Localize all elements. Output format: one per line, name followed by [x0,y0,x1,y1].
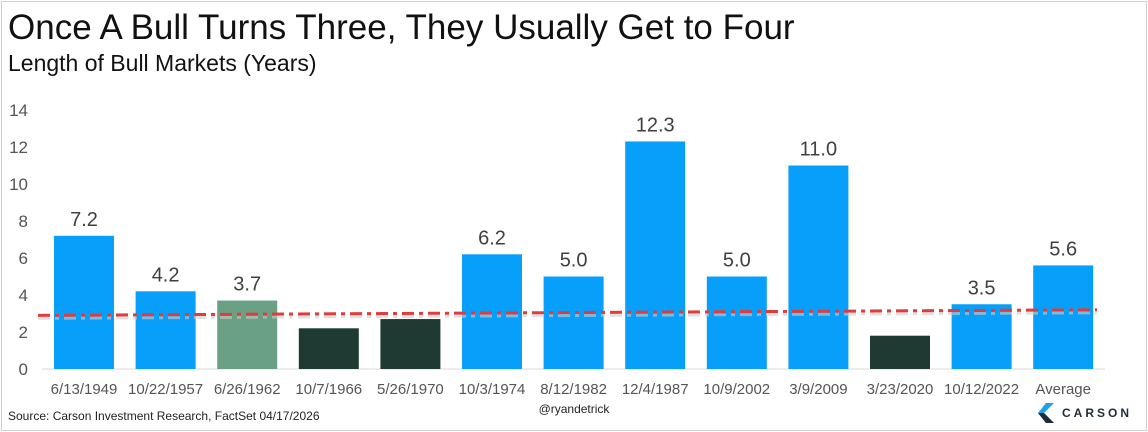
data-label: 6.2 [478,227,506,249]
x-tick-label: 10/22/1957 [128,381,203,398]
author-handle: @ryandetrick [538,402,610,416]
y-tick-label: 2 [19,323,28,342]
x-tick-label: 10/7/1966 [295,381,362,398]
chart-title: Once A Bull Turns Three, They Usually Ge… [8,8,795,47]
bar [380,319,441,369]
y-tick-label: 10 [9,175,28,194]
data-label: 11.0 [800,139,837,161]
data-label: 12.3 [636,114,675,136]
y-tick-label: 12 [9,138,28,157]
bar [543,276,604,369]
carson-logo-icon [1038,403,1054,423]
reference-line-shadow [37,311,1098,320]
bar [706,276,767,369]
bar [217,300,278,369]
data-label: 5.0 [560,250,588,272]
x-tick-label: 5/26/1970 [377,381,444,398]
logo-text: CARSON [1062,406,1133,420]
x-tick-label: Average [1035,381,1091,398]
chart-subtitle: Length of Bull Markets (Years) [8,50,317,76]
bar [298,328,359,369]
carson-logo: CARSON [1038,403,1132,423]
x-tick-label: 3/23/2020 [867,381,934,398]
x-tick-label: 12/4/1987 [622,381,689,398]
bar [788,165,849,369]
bar [135,291,196,369]
x-tick-label: 10/9/2002 [703,381,770,398]
y-tick-label: 8 [19,212,28,231]
x-tick-label: 10/3/1974 [459,381,526,398]
x-tick-label: 10/12/2022 [944,381,1019,398]
x-tick-label: 8/12/1982 [540,381,607,398]
data-label: 3.5 [968,277,996,299]
y-tick-label: 14 [9,101,28,120]
x-tick-label: 6/26/1962 [214,381,281,398]
data-label: 5.6 [1049,238,1077,260]
reference-line [37,308,1098,317]
data-label: 4.2 [152,264,180,286]
bar [951,304,1012,369]
bar [870,335,930,369]
bar [54,235,114,369]
data-label: 7.2 [70,209,98,231]
y-tick-label: 0 [19,360,28,379]
source-note: Source: Carson Investment Research, Fact… [8,409,320,423]
y-tick-label: 6 [19,249,28,268]
data-label: 3.7 [233,274,261,296]
bar [1033,265,1094,369]
data-label: 5.0 [723,250,751,272]
x-tick-label: 3/9/2009 [789,381,847,398]
y-tick-label: 4 [19,286,28,305]
bar [625,141,686,369]
x-tick-label: 6/13/1949 [51,381,118,398]
